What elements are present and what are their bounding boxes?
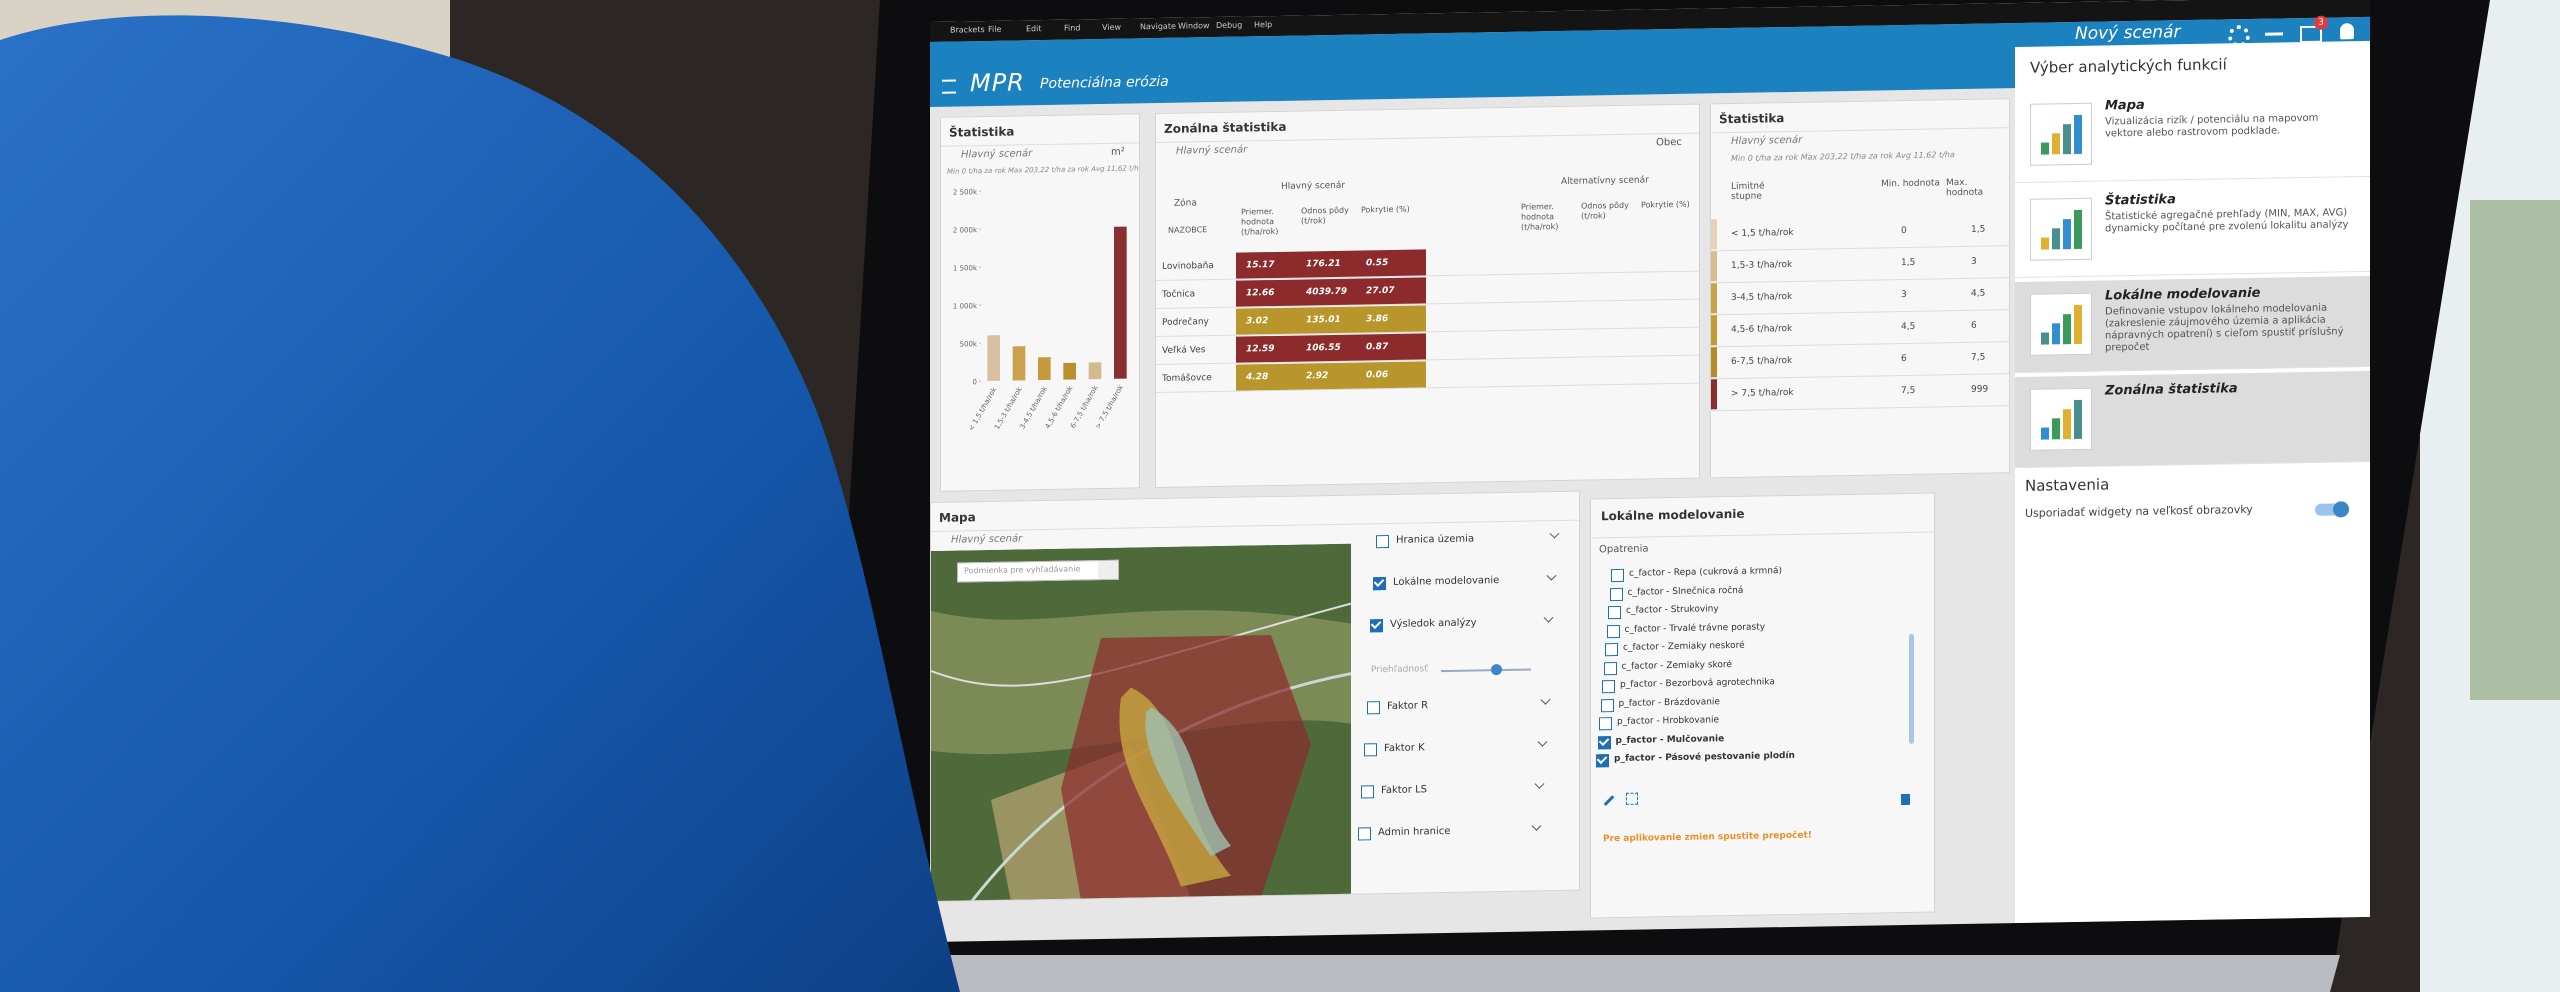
bar	[987, 335, 1000, 381]
y-tick-label: 2 500k	[953, 188, 978, 196]
bar	[1063, 362, 1077, 380]
bar	[1114, 226, 1127, 379]
y-tick-label: 0	[973, 378, 977, 386]
y-tick-label: 1 500k	[953, 264, 978, 272]
bar	[1038, 357, 1051, 381]
road	[931, 602, 1351, 687]
map-panel: Mapa Hlavný scenár Podmienka pre vyhľadáva…	[930, 490, 1580, 902]
plant	[2470, 200, 2560, 700]
y-tick-label: 2 000k	[953, 226, 978, 234]
map-image	[931, 543, 1351, 902]
bar	[1012, 346, 1026, 381]
y-tick-label: 500k	[960, 340, 978, 348]
erosion-min	[1145, 707, 1231, 857]
screen: Brackets File Edit Find View Navigate Window De…	[930, 0, 2370, 943]
stats-panel: Štatistika Hlavný scenár m² Min 0 t/ha za r…	[940, 113, 1140, 492]
monitor-base	[820, 955, 2340, 992]
y-tick-label: 1 000k	[953, 302, 978, 310]
shoulder	[0, 15, 960, 992]
bar	[1088, 362, 1102, 380]
